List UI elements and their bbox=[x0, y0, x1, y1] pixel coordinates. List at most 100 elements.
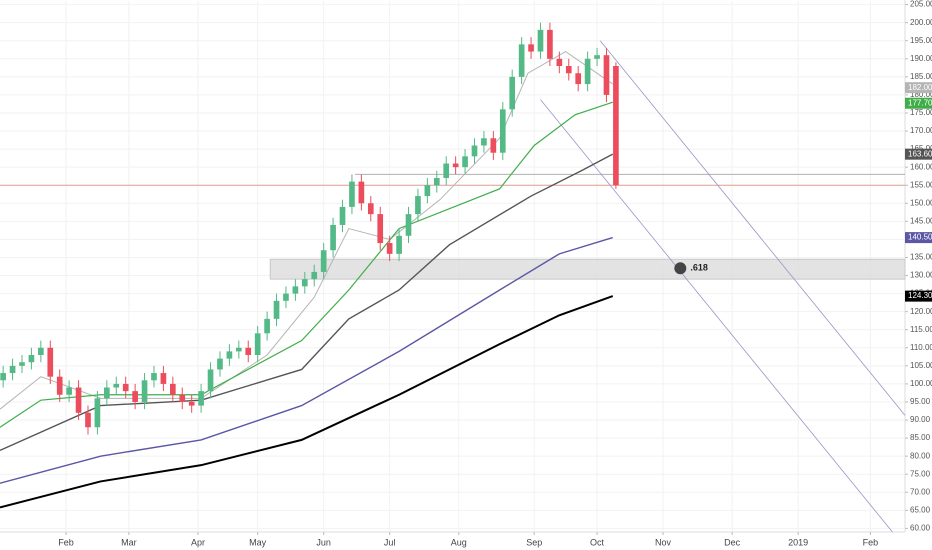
fib-zone bbox=[269, 258, 906, 280]
candle-body bbox=[9, 365, 16, 374]
moving-average bbox=[0, 50, 614, 410]
y-tick-label: 160.00 bbox=[910, 162, 932, 171]
candle-body bbox=[594, 55, 600, 59]
x-tick-label: Nov bbox=[655, 537, 672, 547]
candle-body bbox=[311, 271, 318, 280]
y-tick-label: 145.00 bbox=[910, 216, 932, 225]
y-tick-label: 120.00 bbox=[910, 307, 932, 316]
candle-body bbox=[122, 383, 129, 392]
candle-body bbox=[28, 355, 35, 363]
candle-body bbox=[198, 391, 204, 406]
candle-body bbox=[490, 138, 497, 153]
candle-body bbox=[584, 58, 591, 85]
moving-average bbox=[0, 236, 613, 484]
candle-body bbox=[433, 178, 440, 186]
y-tick-label: 85.00 bbox=[910, 433, 931, 442]
candle-body bbox=[377, 214, 384, 244]
price-badge-label: 182.00 bbox=[908, 83, 932, 92]
x-tick-label: Dec bbox=[724, 537, 741, 547]
y-tick-label: 135.00 bbox=[910, 253, 932, 262]
y-tick-label: 205.00 bbox=[910, 0, 932, 9]
candle-body bbox=[170, 383, 176, 395]
fib-label: .618 bbox=[690, 263, 708, 273]
y-tick-label: 105.00 bbox=[910, 361, 932, 370]
x-tick-label: Feb bbox=[58, 537, 74, 547]
price-badge bbox=[905, 232, 932, 244]
candle-body bbox=[264, 318, 270, 334]
candle-body bbox=[132, 391, 138, 402]
candle-body bbox=[254, 333, 261, 355]
x-tick-label: Oct bbox=[590, 537, 605, 547]
candle-body bbox=[217, 358, 223, 370]
x-tick-label: Apr bbox=[191, 537, 205, 547]
y-tick-label: 60.00 bbox=[910, 523, 931, 532]
y-tick-label: 70.00 bbox=[910, 487, 931, 496]
candle-body bbox=[94, 398, 101, 428]
price-badge-label: 163.60 bbox=[908, 149, 932, 158]
candle-body bbox=[38, 347, 44, 355]
y-tick-label: 200.00 bbox=[910, 18, 932, 27]
candle-body bbox=[56, 376, 63, 395]
x-tick-label: Sep bbox=[526, 537, 542, 547]
candle-body bbox=[245, 347, 252, 355]
y-tick-label: 150.00 bbox=[910, 198, 932, 207]
trend-line bbox=[599, 40, 906, 416]
candle-body bbox=[358, 181, 365, 204]
x-tick-label: Mar bbox=[121, 537, 137, 547]
candle-body bbox=[226, 351, 233, 359]
candle-body bbox=[66, 387, 72, 395]
candle-body bbox=[330, 224, 336, 251]
candle-body bbox=[292, 286, 299, 294]
y-tick-label: 155.00 bbox=[910, 180, 932, 189]
candle-body bbox=[528, 44, 534, 52]
candle-body bbox=[537, 29, 544, 52]
candle-body bbox=[556, 58, 563, 67]
x-tick-label: Feb bbox=[863, 537, 879, 547]
y-tick-label: 180.00 bbox=[910, 90, 932, 99]
y-tick-label: 100.00 bbox=[910, 379, 932, 388]
y-tick-label: 175.00 bbox=[910, 108, 932, 117]
candle-body bbox=[113, 383, 120, 388]
x-tick-label: May bbox=[249, 537, 267, 547]
candle-body bbox=[85, 412, 91, 428]
y-tick-label: 190.00 bbox=[910, 54, 932, 63]
candle-body bbox=[405, 214, 412, 236]
candle-body bbox=[575, 73, 582, 85]
price-badge bbox=[905, 290, 932, 302]
candle-body bbox=[603, 55, 610, 95]
candle-body bbox=[415, 196, 421, 215]
moving-average bbox=[0, 295, 614, 509]
candle-body bbox=[320, 250, 327, 272]
y-tick-label: 185.00 bbox=[910, 72, 932, 81]
candle-body bbox=[273, 300, 280, 319]
candle-body bbox=[613, 66, 619, 186]
candle-body bbox=[481, 138, 487, 146]
fib-marker bbox=[674, 262, 687, 275]
candle-body bbox=[47, 347, 54, 377]
candle-body bbox=[396, 235, 402, 254]
y-tick-label: 90.00 bbox=[910, 415, 931, 424]
price-badge-label: 124.30 bbox=[908, 291, 932, 300]
candle-body bbox=[443, 163, 450, 178]
candle-body bbox=[565, 66, 572, 74]
candle-body bbox=[452, 163, 459, 168]
candle-body bbox=[471, 145, 478, 157]
y-tick-label: 170.00 bbox=[910, 126, 932, 135]
candle-body bbox=[349, 181, 355, 207]
price-badge-label: 140.50 bbox=[908, 233, 932, 242]
candle-body bbox=[424, 185, 431, 197]
x-tick-label: Jul bbox=[384, 537, 396, 547]
trend-line bbox=[540, 99, 893, 533]
price-badge bbox=[905, 148, 932, 160]
candle-body bbox=[207, 369, 214, 392]
candle-body bbox=[509, 76, 516, 110]
candle-body bbox=[462, 156, 468, 168]
y-tick-label: 65.00 bbox=[910, 505, 931, 514]
candle-body bbox=[160, 373, 167, 384]
candle-body bbox=[301, 279, 308, 287]
candle-body bbox=[235, 347, 242, 352]
x-tick-label: Aug bbox=[451, 537, 467, 547]
y-tick-label: 75.00 bbox=[910, 469, 931, 478]
y-tick-label: 115.00 bbox=[910, 325, 932, 334]
